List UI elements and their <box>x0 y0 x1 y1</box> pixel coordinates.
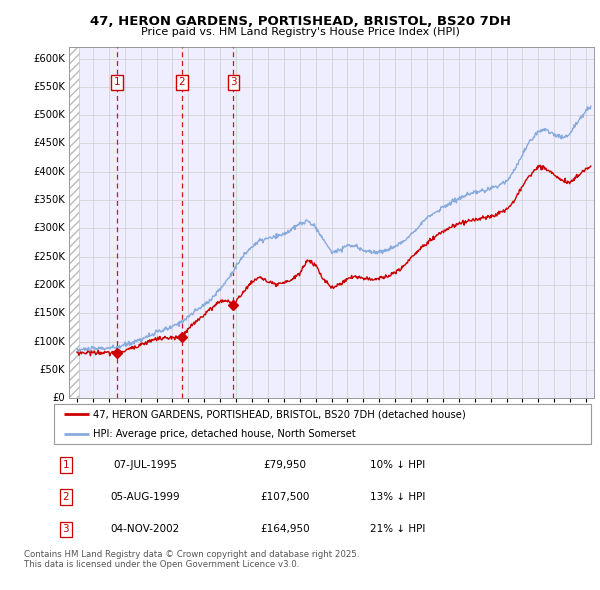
Text: £0: £0 <box>52 394 65 403</box>
Text: 13% ↓ HPI: 13% ↓ HPI <box>370 492 425 502</box>
Text: 07-JUL-1995: 07-JUL-1995 <box>113 460 177 470</box>
Text: £400K: £400K <box>33 167 65 177</box>
Text: 1: 1 <box>114 77 121 87</box>
Text: £100K: £100K <box>33 337 65 347</box>
Text: £50K: £50K <box>40 365 65 375</box>
Text: £164,950: £164,950 <box>260 524 310 534</box>
Text: £350K: £350K <box>33 195 65 205</box>
Text: 04-NOV-2002: 04-NOV-2002 <box>110 524 180 534</box>
Text: Price paid vs. HM Land Registry's House Price Index (HPI): Price paid vs. HM Land Registry's House … <box>140 27 460 37</box>
Text: £250K: £250K <box>33 252 65 262</box>
Text: £300K: £300K <box>33 224 65 234</box>
Text: 3: 3 <box>62 524 69 534</box>
Text: 3: 3 <box>230 77 237 87</box>
Text: £500K: £500K <box>33 110 65 120</box>
Text: 2: 2 <box>62 492 69 502</box>
Text: 1: 1 <box>62 460 69 470</box>
Text: 47, HERON GARDENS, PORTISHEAD, BRISTOL, BS20 7DH (detached house): 47, HERON GARDENS, PORTISHEAD, BRISTOL, … <box>92 409 466 419</box>
Text: 2: 2 <box>179 77 185 87</box>
Bar <box>69 47 79 398</box>
Text: 10% ↓ HPI: 10% ↓ HPI <box>370 460 425 470</box>
Text: £150K: £150K <box>33 309 65 319</box>
Text: 47, HERON GARDENS, PORTISHEAD, BRISTOL, BS20 7DH: 47, HERON GARDENS, PORTISHEAD, BRISTOL, … <box>89 15 511 28</box>
Text: £550K: £550K <box>33 82 65 92</box>
Text: £600K: £600K <box>33 54 65 64</box>
Text: £79,950: £79,950 <box>263 460 307 470</box>
Text: £450K: £450K <box>33 139 65 149</box>
Text: Contains HM Land Registry data © Crown copyright and database right 2025.
This d: Contains HM Land Registry data © Crown c… <box>24 550 359 569</box>
Text: £107,500: £107,500 <box>260 492 310 502</box>
Text: £200K: £200K <box>33 280 65 290</box>
Text: 05-AUG-1999: 05-AUG-1999 <box>110 492 180 502</box>
Text: 21% ↓ HPI: 21% ↓ HPI <box>370 524 425 534</box>
Text: HPI: Average price, detached house, North Somerset: HPI: Average price, detached house, Nort… <box>92 429 355 438</box>
